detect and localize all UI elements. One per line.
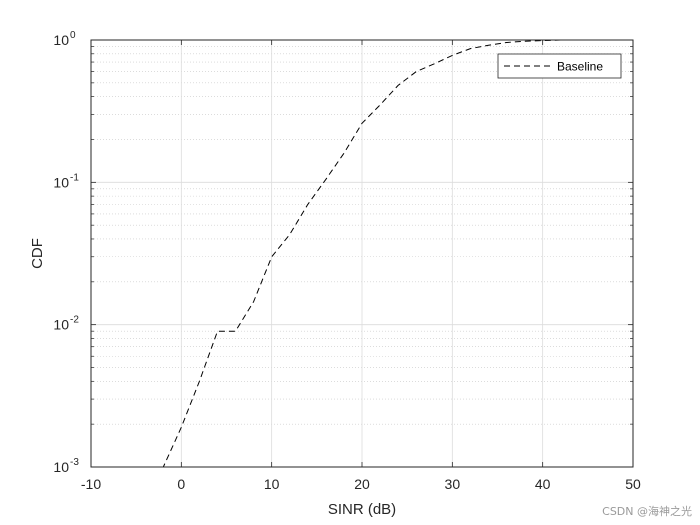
- legend: Baseline: [497, 53, 622, 79]
- x-tick-label: 30: [445, 476, 461, 492]
- y-tick-exponent: -1: [70, 172, 79, 183]
- x-axis-label: SINR (dB): [328, 501, 396, 518]
- y-tick-label: 10: [53, 459, 69, 475]
- x-tick-label: 50: [625, 476, 641, 492]
- x-tick-label: 0: [177, 476, 185, 492]
- y-tick-exponent: -2: [70, 315, 79, 326]
- watermark: CSDN @海神之光: [602, 505, 692, 518]
- x-tick-labels: -10 0 10 20 30 40 50: [81, 476, 641, 492]
- x-tick-label: 20: [354, 476, 370, 492]
- series-line-baseline: [91, 39, 579, 468]
- y-tick-label: 10: [53, 174, 69, 190]
- x-tick-label: 10: [264, 476, 280, 492]
- x-tick-label: -10: [81, 476, 101, 492]
- legend-label-baseline: Baseline: [557, 60, 603, 74]
- axis-ticks: [90, 39, 634, 468]
- series-layer: [91, 39, 579, 468]
- y-axis-label: CDF: [29, 238, 46, 269]
- x-tick-label: 40: [535, 476, 551, 492]
- y-tick-exponent: 0: [70, 30, 76, 41]
- y-tick-exponent: -3: [70, 457, 79, 468]
- y-tick-label: 10: [53, 317, 69, 333]
- y-tick-label: 10: [53, 32, 69, 48]
